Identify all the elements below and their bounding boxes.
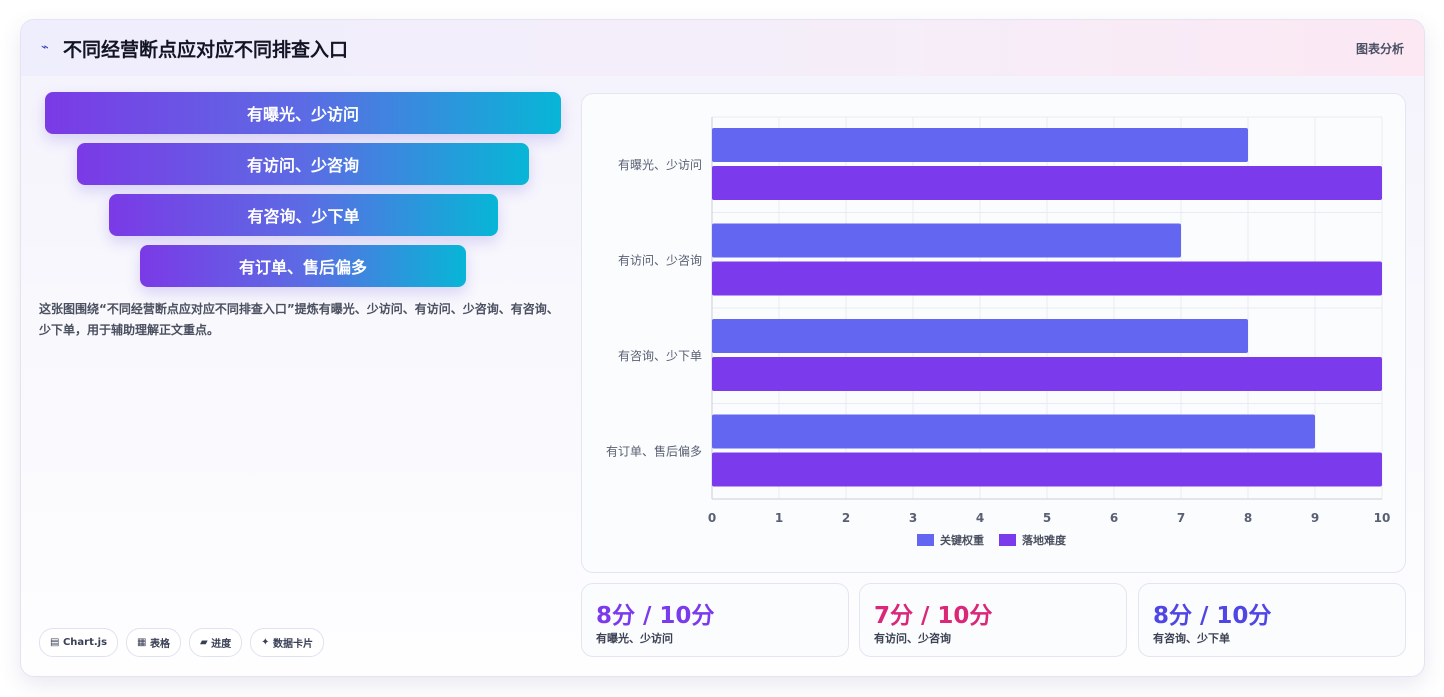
progress-icon: ▰ xyxy=(199,637,208,648)
x-tick-label: 4 xyxy=(976,511,984,525)
stat-value: 7分 / 10分 xyxy=(874,603,993,629)
stat-card-1: 8分 / 10分 有曝光、少访问 xyxy=(581,583,849,657)
legend-label-2: 落地难度 xyxy=(1022,533,1067,547)
page-title: 不同经营断点应对应不同排查入口 xyxy=(63,39,349,61)
stat-value: 8分 / 10分 xyxy=(1153,603,1272,629)
bar-1-3 xyxy=(712,319,1248,353)
stat-label: 有咨询、少下单 xyxy=(1153,632,1230,645)
x-tick-label: 7 xyxy=(1177,511,1185,525)
bar-1-1 xyxy=(712,128,1248,162)
x-tick-label: 2 xyxy=(842,511,850,525)
stat-card-2: 7分 / 10分 有访问、少咨询 xyxy=(859,583,1127,657)
legend-swatch-2 xyxy=(999,534,1016,546)
legend-swatch-1 xyxy=(917,534,934,546)
chip-data-card[interactable]: ✦ 数据卡片 xyxy=(250,628,325,657)
stat-label: 有访问、少咨询 xyxy=(874,632,951,645)
table-icon: ▦ xyxy=(137,637,147,648)
wave-icon: ⌁ xyxy=(41,40,49,55)
x-tick-label: 10 xyxy=(1374,511,1391,525)
x-tick-label: 1 xyxy=(775,511,783,525)
chip-label: 进度 xyxy=(211,639,232,650)
bar-2-4 xyxy=(712,452,1382,487)
x-tick-label: 3 xyxy=(909,511,917,525)
x-tick-label: 6 xyxy=(1110,511,1118,525)
chip-progress[interactable]: ▰ 进度 xyxy=(188,628,243,657)
chip-table[interactable]: ▦ 表格 xyxy=(126,628,181,657)
chart-description: 这张图围绕“不同经营断点应对应不同排查入口”提炼有曝光、少访问、有访问、少咨询、… xyxy=(39,302,559,337)
funnel-item-4: 有订单、售后偏多 xyxy=(140,245,466,287)
bar-2-2 xyxy=(712,261,1382,296)
chart-icon: ▤ xyxy=(50,637,60,648)
x-tick-label: 5 xyxy=(1043,511,1051,525)
chart-analysis-tag: 图表分析 xyxy=(1355,42,1404,56)
funnel-item-3: 有咨询、少下单 xyxy=(109,194,498,236)
stat-card-3: 8分 / 10分 有咨询、少下单 xyxy=(1138,583,1406,657)
funnel-item-1: 有曝光、少访问 xyxy=(45,92,561,134)
chart-card: ⌁ 不同经营断点应对应不同排查入口 图表分析 有曝光、少访问 有访问、少咨询 有… xyxy=(20,19,1425,677)
legend-label-1: 关键权重 xyxy=(940,533,984,547)
chip-chartjs[interactable]: ▤ Chart.js xyxy=(39,628,119,657)
funnel-item-2: 有访问、少咨询 xyxy=(77,143,529,185)
card-header: ⌁ 不同经营断点应对应不同排查入口 图表分析 xyxy=(21,20,1424,76)
bar-2-1 xyxy=(712,166,1382,200)
chip-label: Chart.js xyxy=(62,637,108,648)
y-tick-label: 有曝光、少访问 xyxy=(618,158,702,172)
y-tick-label: 有订单、售后偏多 xyxy=(606,443,702,458)
x-tick-label: 8 xyxy=(1244,511,1252,525)
y-tick-label: 有咨询、少下单 xyxy=(618,348,702,363)
bar-1-4 xyxy=(712,414,1315,449)
chip-label: 表格 xyxy=(149,639,170,650)
y-tick-label: 有访问、少咨询 xyxy=(618,252,702,267)
chart-panel: 有曝光、少访问 有访问、少咨询 有咨询、少下单有订单、售后偏多 0 1 2 3 4 5 6 7 8 9 1… xyxy=(581,93,1406,573)
bar-1-2 xyxy=(712,223,1181,258)
stat-value: 8分 / 10分 xyxy=(596,603,715,629)
x-tick-label: 0 xyxy=(708,511,716,525)
feature-chips: ▤ Chart.js ▦ 表格 ▰ 进度 ✦ 数据卡片 xyxy=(39,628,325,657)
chip-label: 数据卡片 xyxy=(273,639,314,650)
stat-label: 有曝光、少访问 xyxy=(596,632,673,645)
bar-2-3 xyxy=(712,357,1382,391)
sparkle-icon: ✦ xyxy=(261,637,270,648)
x-tick-label: 9 xyxy=(1311,511,1319,525)
